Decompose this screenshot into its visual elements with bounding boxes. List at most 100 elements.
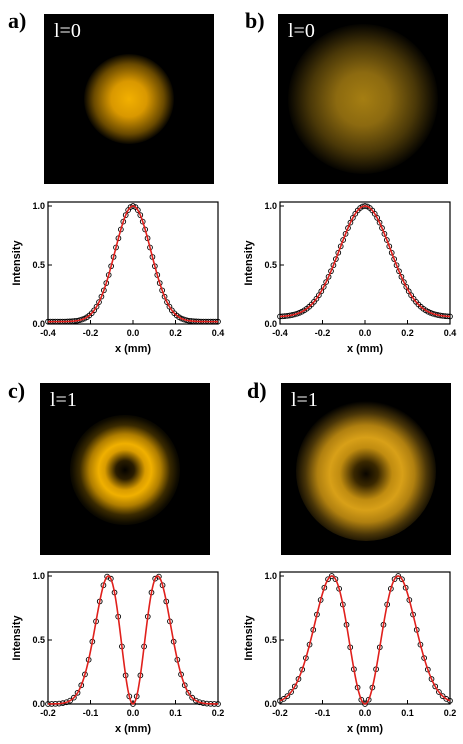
x-tick-label: 0.0	[359, 708, 372, 718]
x-tick-label: 0.4	[444, 328, 457, 338]
y-tick-label: 1.0	[32, 571, 45, 581]
panel-a-letter: a)	[8, 8, 27, 33]
x-tick-label: 0.4	[212, 328, 225, 338]
measured-point	[347, 219, 354, 226]
x-tick-label: -0.1	[83, 708, 99, 718]
measured-point	[328, 573, 335, 579]
panel-a-gaussian-spot	[84, 54, 174, 144]
measured-point	[288, 689, 294, 695]
measured-point	[358, 696, 365, 703]
panel-a-chart: -0.4 -0.2 0.0 0.2 0.4 0.0 0.5 1.0 x (mm) Intensit…	[11, 201, 225, 355]
measured-point	[107, 575, 114, 582]
x-tick-label: 0.1	[169, 708, 182, 718]
measured-point	[328, 268, 334, 275]
panel-d-beam-image: l=1	[281, 383, 451, 555]
x-axis-label: x (mm)	[115, 343, 151, 355]
y-axis-label: Intensity	[11, 615, 23, 661]
measured-point	[335, 249, 342, 256]
y-axis-label: Intensity	[243, 240, 255, 286]
measured-point	[401, 279, 407, 285]
x-tick-label: 0.0	[359, 328, 372, 338]
panel-d-beam-label: l=1	[291, 389, 318, 411]
measured-point	[67, 697, 74, 704]
measured-point	[161, 293, 168, 300]
measured-point	[337, 243, 344, 250]
y-tick-label: 0.5	[264, 260, 277, 270]
plot-frame	[47, 201, 219, 325]
x-tick-label: -0.4	[40, 328, 56, 338]
measured-point	[325, 576, 331, 583]
fit-line	[48, 205, 218, 323]
panel-c-beam-image: l=1	[40, 383, 210, 555]
measured-point	[374, 215, 380, 221]
y-tick-label: 0.0	[264, 699, 277, 709]
fit-line	[47, 575, 219, 705]
x-tick-label: 0.0	[127, 328, 140, 338]
measured-point	[345, 225, 351, 231]
fit-line	[279, 575, 451, 705]
x-tick-label: -0.2	[40, 708, 56, 718]
measured-point	[280, 696, 287, 702]
measured-point	[436, 689, 442, 695]
measured-point	[365, 696, 372, 703]
x-tick-label: 0.2	[401, 328, 414, 338]
panel-b-beam-image: l=0	[278, 14, 448, 184]
panel-c-letter: c)	[8, 378, 26, 403]
measured-point	[432, 683, 439, 690]
measured-point	[371, 210, 378, 217]
measured-point	[427, 309, 434, 316]
measured-point	[320, 284, 327, 290]
measured-point	[74, 689, 81, 696]
y-tick-label: 0.5	[32, 260, 45, 270]
x-tick-label: -0.4	[272, 328, 288, 338]
measured-point	[185, 689, 192, 696]
measured-point	[362, 701, 368, 707]
panel-d-donut-beam	[296, 401, 436, 541]
measured-point	[130, 701, 136, 707]
measured-point	[342, 231, 349, 237]
y-axis-label: Intensity	[243, 615, 255, 661]
x-tick-label: 0.2	[169, 328, 182, 338]
measured-point	[181, 682, 188, 689]
x-tick-label: 0.1	[401, 708, 414, 718]
measured-point	[318, 288, 325, 295]
measured-point	[391, 256, 397, 262]
measured-point	[350, 215, 356, 221]
y-tick-label: 1.0	[264, 571, 277, 581]
y-tick-label: 0.0	[264, 319, 277, 329]
x-tick-label: -0.2	[272, 708, 288, 718]
measured-point	[388, 249, 395, 256]
panel-d-chart: -0.2 -0.1 0.0 0.1 0.2 0.0 0.5 1.0 x (mm) Intensit…	[243, 571, 457, 735]
measured-point	[93, 303, 100, 310]
measured-point	[405, 288, 412, 295]
measured-point	[393, 262, 400, 269]
y-tick-label: 0.0	[32, 319, 45, 329]
measured-point	[330, 262, 337, 269]
plot-frame	[47, 571, 219, 705]
x-tick-label: 0.2	[444, 708, 457, 718]
measured-point	[284, 693, 291, 699]
measured-point	[379, 225, 385, 231]
y-tick-label: 0.0	[32, 699, 45, 709]
x-tick-label: -0.2	[315, 328, 331, 338]
x-axis-label: x (mm)	[115, 723, 151, 735]
measured-point	[71, 694, 77, 701]
measured-point	[447, 697, 453, 704]
y-tick-label: 1.0	[264, 201, 277, 211]
measured-point	[403, 284, 410, 290]
measured-point	[398, 273, 405, 280]
x-tick-label: -0.1	[315, 708, 331, 718]
panel-a-beam-image: l=0	[44, 14, 214, 184]
measured-point	[122, 212, 129, 218]
measured-point	[384, 237, 390, 243]
measured-point	[332, 576, 339, 582]
measured-point	[325, 273, 332, 280]
x-tick-label: 0.2	[212, 708, 225, 718]
measured-point	[340, 237, 346, 243]
panel-d-letter: d)	[247, 378, 267, 403]
x-axis-label: x (mm)	[347, 723, 383, 735]
panel-a-beam-label: l=0	[54, 20, 81, 42]
measured-point	[316, 292, 322, 299]
panel-b-beam-label: l=0	[288, 20, 315, 42]
y-tick-label: 0.5	[264, 635, 277, 645]
